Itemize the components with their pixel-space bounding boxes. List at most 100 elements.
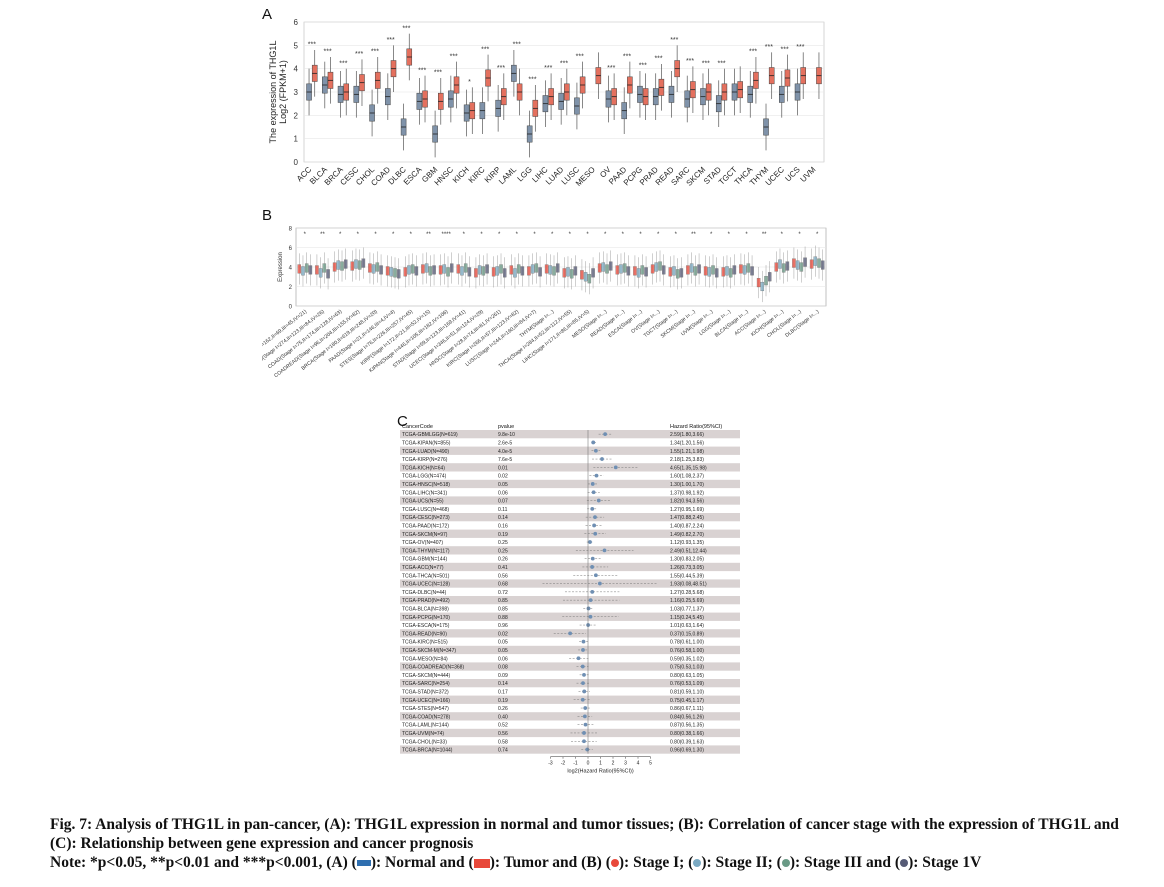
forest-point [581, 681, 585, 686]
stage-box-b [449, 263, 454, 273]
forest-row-name: TCGA-LAML(N=144) [402, 723, 449, 729]
forest-header-cancer: CancerCode [402, 424, 433, 430]
ytick-a: 4 [294, 65, 299, 74]
stage-box-b [474, 268, 478, 278]
sig-b: * [675, 232, 678, 238]
stage2-dot-icon [693, 859, 702, 868]
stage-box-b [622, 263, 627, 273]
forest-row-pvalue: 0.14 [498, 515, 508, 521]
stage-box-b [799, 262, 804, 272]
stage-box-b [414, 266, 419, 276]
forest-row-shade [400, 546, 740, 555]
sig-a-CHOL: *** [371, 49, 379, 56]
forest-xtick-label: 4 [637, 761, 640, 767]
forest-row-pvalue: 0.16 [498, 523, 508, 529]
sig-a-BRCA: *** [339, 60, 347, 67]
forest-row-name: TCGA-SARC(N=254) [402, 681, 450, 687]
stage-box-b [520, 266, 525, 276]
forest-row-hr: 2.18(1.25,3.83) [670, 457, 704, 463]
stage-box-b [809, 259, 814, 269]
stage-box-b [587, 274, 592, 284]
forest-row-hr: 0.84(0.56,1.26) [670, 714, 704, 720]
stage-box-b [357, 260, 362, 270]
forest-row-hr: 2.49(0.51,12.44) [670, 548, 707, 554]
panel-b-label: B [262, 207, 273, 224]
stage-box-b [389, 267, 394, 277]
forest-row-pvalue: 0.40 [498, 714, 508, 720]
forest-point [580, 697, 585, 702]
forest-xtick-label: 3 [624, 761, 627, 767]
stage-box-b [566, 267, 570, 277]
sig-a-STAD: *** [717, 60, 725, 67]
forest-point [582, 731, 586, 735]
chart-c-forest-plot: CancerCode pvalue Hazard Ratio(95%CI) TCGA-… [400, 424, 740, 775]
forest-point [581, 648, 585, 652]
forest-row-hr: 1.26(0.73,3.05) [670, 565, 704, 571]
forest-xtick-label: 2 [612, 761, 615, 767]
forest-row-name: TCGA-SKCM-M(N=347) [402, 648, 456, 654]
stage-box-b [424, 263, 429, 273]
sig-b: * [710, 232, 713, 238]
forest-row-name: TCGA-GBM(N=144) [402, 557, 447, 563]
xtick-a-ESCA: ESCA [402, 165, 424, 187]
stage-box-b [485, 264, 489, 274]
forest-row-hr: 0.86(0.67,1.11) [670, 706, 704, 712]
forest-point [596, 498, 601, 503]
forest-point [613, 465, 618, 470]
forest-xtick-label: 0 [587, 761, 590, 767]
stage-box-b [650, 264, 655, 274]
forest-row-shade [400, 479, 740, 489]
sig-b: ** [426, 232, 431, 238]
forest-row-pvalue: 0.02 [498, 631, 508, 637]
stage-box-b [725, 266, 729, 276]
stage-box-b [456, 264, 461, 274]
ytick-a: 2 [294, 111, 299, 120]
forest-row-name: TCGA-CHOL(N=33) [402, 739, 447, 745]
forest-row-name: TCGA-ESCA(N=175) [402, 623, 450, 629]
stage-box-b [580, 270, 584, 280]
stage-box-b [591, 268, 595, 278]
stage-box-b [308, 265, 313, 275]
forest-row-pvalue: 0.25 [498, 548, 508, 554]
stage-box-b [446, 267, 450, 277]
stage-box-b [739, 264, 743, 274]
forest-row-hr: 1.15(0.24,5.45) [670, 615, 704, 621]
stage-box-b [393, 268, 397, 278]
ylabel-a-line1: The expression of THG1L [268, 41, 278, 144]
stage-box-b [778, 259, 782, 269]
ylabel-a-line2: Log2 (FPKM+1) [278, 60, 288, 124]
sig-b: * [533, 232, 536, 238]
forest-row-shade [400, 463, 740, 472]
forest-row-pvalue: 0.02 [498, 474, 508, 480]
stage-box-b [597, 263, 602, 273]
xtick-a-UVM: UVM [799, 165, 818, 184]
stage-box-b [640, 265, 645, 275]
sig-a-PRAD: *** [654, 56, 662, 63]
ytick-a: 0 [294, 158, 299, 167]
stage-box-b [703, 266, 708, 276]
forest-row-hr: 0.75(0.45,1.17) [670, 698, 704, 704]
forest-xtick-label: 5 [649, 761, 652, 767]
sig-a-SARC: *** [686, 58, 694, 65]
sig-a-DLBC: *** [402, 25, 410, 32]
stage-box-b [672, 266, 676, 276]
ytick-a: 5 [294, 41, 299, 50]
stage-box-b [601, 262, 606, 272]
forest-point [591, 490, 596, 495]
forest-point [590, 565, 595, 569]
forest-row-hr: 0.80(0.39,1.63) [670, 739, 704, 745]
normal-swatch-icon [356, 860, 371, 867]
forest-row-name: TCGA-SKCM(N=444) [402, 673, 451, 679]
forest-row-name: TCGA-KICH(N=64) [402, 465, 445, 471]
forest-row-pvalue: 0.26 [498, 706, 508, 712]
stage-box-b [481, 266, 486, 276]
forest-point [588, 598, 593, 603]
sig-b: * [463, 232, 466, 238]
forest-point [600, 457, 604, 461]
forest-row-pvalue: 0.06 [498, 490, 508, 496]
forest-row-pvalue: 0.52 [498, 723, 508, 729]
stage-box-b [774, 262, 779, 272]
sig-b: * [728, 232, 731, 238]
forest-row-hr: 0.96(0.69,1.30) [670, 748, 704, 754]
forest-row-hr: 1.47(0.88,2.45) [670, 515, 704, 521]
